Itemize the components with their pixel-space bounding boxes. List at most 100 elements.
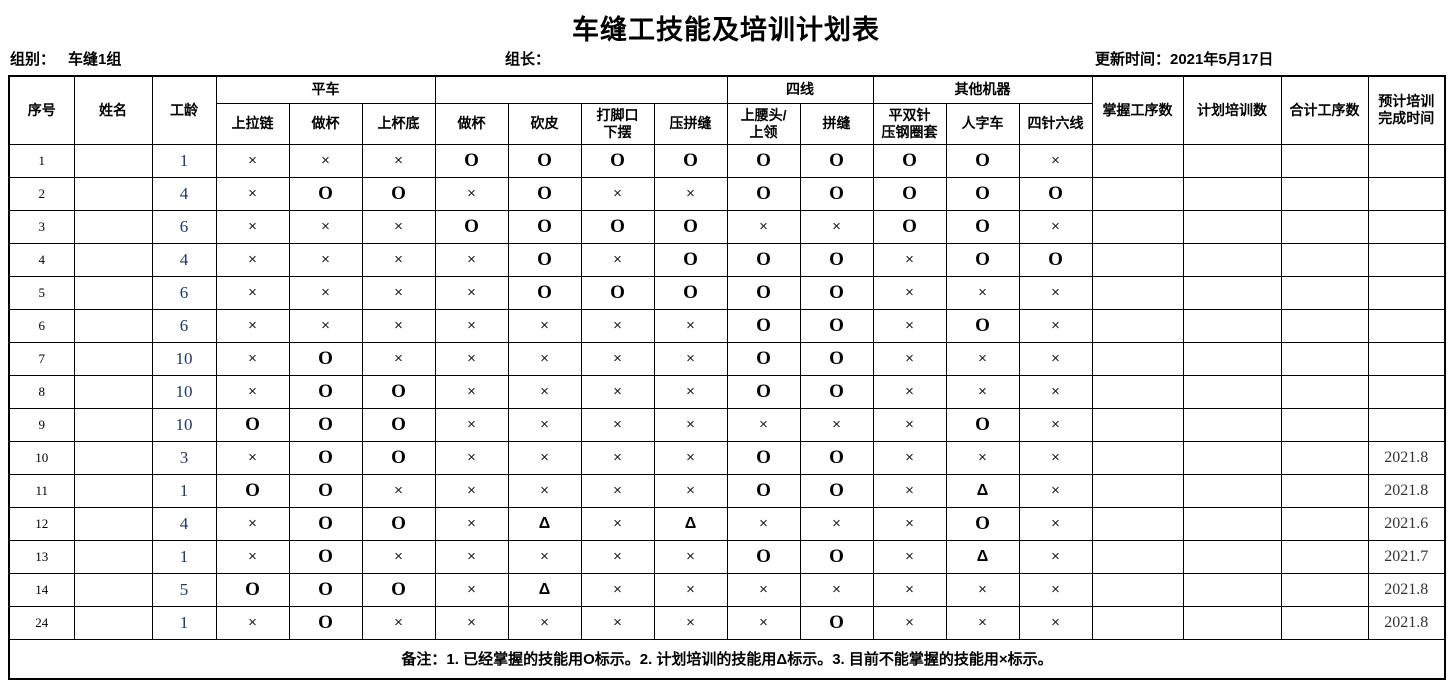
cell-skill-mark-10: × <box>945 341 1020 376</box>
cell-name <box>73 143 153 178</box>
cell-skill-mark-4: × <box>507 539 582 574</box>
cell-no: 14 <box>8 572 75 607</box>
cell-skill-mark-4: × <box>507 440 582 475</box>
cell-skill-mark-7: O <box>726 143 801 178</box>
cell-expected-date <box>1367 143 1446 178</box>
cell-skill-mark-8: O <box>799 539 874 574</box>
cell-total-count <box>1280 176 1369 211</box>
cell-expected-date: 2021.6 <box>1367 506 1446 541</box>
cell-skill-mark-11: × <box>1018 308 1093 343</box>
cell-skill-mark-0: × <box>215 374 290 409</box>
cell-skill-mark-9: × <box>872 440 947 475</box>
cell-skill-mark-6: × <box>653 440 728 475</box>
cell-skill-mark-6: × <box>653 176 728 211</box>
cell-skill-mark-7: O <box>726 242 801 277</box>
cell-skill-mark-3: × <box>434 473 509 508</box>
cell-skill-mark-3: × <box>434 539 509 574</box>
cell-skill-mark-7: O <box>726 176 801 211</box>
cell-no: 10 <box>8 440 75 475</box>
cell-skill-mark-0: × <box>215 176 290 211</box>
cell-expected-date <box>1367 176 1446 211</box>
cell-skill-mark-2: × <box>361 275 436 310</box>
cell-planned-count <box>1182 506 1282 541</box>
cell-mastered-count <box>1091 440 1184 475</box>
cell-skill-mark-9: O <box>872 143 947 178</box>
cell-skill-mark-5: × <box>580 308 655 343</box>
cell-skill-mark-6: Δ <box>653 506 728 541</box>
table-row: 1 1 × × × O O O O O O O O × <box>8 143 1446 178</box>
cell-skill-mark-6: O <box>653 242 728 277</box>
cell-years: 1 <box>151 473 217 508</box>
cell-mastered-count <box>1091 473 1184 508</box>
leader-label: 组长： <box>505 51 551 68</box>
cell-skill-mark-10: Δ <box>945 473 1020 508</box>
cell-skill-mark-1: O <box>288 605 363 640</box>
cell-expected-date: 2021.8 <box>1367 440 1446 475</box>
cell-no: 6 <box>8 308 75 343</box>
cell-skill-mark-6: × <box>653 308 728 343</box>
cell-years: 6 <box>151 275 217 310</box>
cell-skill-mark-7: × <box>726 605 801 640</box>
table-row: 7 10 × O × × × × × O O × × × <box>8 341 1446 376</box>
cell-skill-mark-8: O <box>799 242 874 277</box>
cell-skill-mark-8: O <box>799 374 874 409</box>
col-header-mastered: 掌握工序数 <box>1091 75 1184 145</box>
skill-header-8: 拼缝 <box>799 102 874 145</box>
table-body: 1 1 × × × O O O O O O O O × 2 4 × O O × O × × O O O O O 3 6 × × × O O O O × × O… <box>8 143 1446 640</box>
cell-skill-mark-7: × <box>726 209 801 244</box>
cell-name <box>73 605 153 640</box>
cell-skill-mark-9: × <box>872 407 947 442</box>
cell-skill-mark-4: × <box>507 473 582 508</box>
group-header-blank <box>434 75 728 104</box>
cell-skill-mark-4: O <box>507 143 582 178</box>
cell-years: 3 <box>151 440 217 475</box>
cell-name <box>73 440 153 475</box>
cell-planned-count <box>1182 473 1282 508</box>
cell-skill-mark-10: O <box>945 143 1020 178</box>
cell-expected-date <box>1367 341 1446 376</box>
cell-name <box>73 176 153 211</box>
cell-skill-mark-1: × <box>288 242 363 277</box>
cell-skill-mark-10: × <box>945 572 1020 607</box>
cell-skill-mark-5: O <box>580 143 655 178</box>
cell-mastered-count <box>1091 143 1184 178</box>
cell-skill-mark-6: × <box>653 572 728 607</box>
cell-skill-mark-9: × <box>872 605 947 640</box>
skill-header-11: 四针六线 <box>1018 102 1093 145</box>
cell-mastered-count <box>1091 308 1184 343</box>
cell-skill-mark-8: O <box>799 143 874 178</box>
cell-years: 10 <box>151 407 217 442</box>
cell-skill-mark-3: × <box>434 341 509 376</box>
cell-mastered-count <box>1091 605 1184 640</box>
cell-skill-mark-6: O <box>653 143 728 178</box>
cell-skill-mark-0: × <box>215 539 290 574</box>
cell-skill-mark-11: × <box>1018 275 1093 310</box>
updated-time-label: 更新时间：2021年5月17日 <box>1095 51 1274 68</box>
cell-skill-mark-5: × <box>580 440 655 475</box>
cell-mastered-count <box>1091 572 1184 607</box>
cell-no: 13 <box>8 539 75 574</box>
cell-skill-mark-0: O <box>215 407 290 442</box>
cell-no: 9 <box>8 407 75 442</box>
cell-total-count <box>1280 341 1369 376</box>
col-header-planned: 计划培训数 <box>1182 75 1282 145</box>
cell-skill-mark-8: × <box>799 572 874 607</box>
cell-skill-mark-1: O <box>288 572 363 607</box>
cell-skill-mark-11: × <box>1018 341 1093 376</box>
cell-years: 10 <box>151 341 217 376</box>
cell-name <box>73 275 153 310</box>
cell-skill-mark-3: × <box>434 374 509 409</box>
cell-total-count <box>1280 605 1369 640</box>
cell-skill-mark-5: × <box>580 341 655 376</box>
cell-skill-mark-5: × <box>580 605 655 640</box>
cell-skill-mark-7: O <box>726 275 801 310</box>
cell-name <box>73 572 153 607</box>
cell-skill-mark-8: × <box>799 209 874 244</box>
cell-years: 1 <box>151 605 217 640</box>
cell-skill-mark-8: O <box>799 275 874 310</box>
cell-total-count <box>1280 539 1369 574</box>
cell-skill-mark-7: × <box>726 506 801 541</box>
cell-name <box>73 308 153 343</box>
cell-expected-date <box>1367 374 1446 409</box>
cell-skill-mark-1: × <box>288 275 363 310</box>
